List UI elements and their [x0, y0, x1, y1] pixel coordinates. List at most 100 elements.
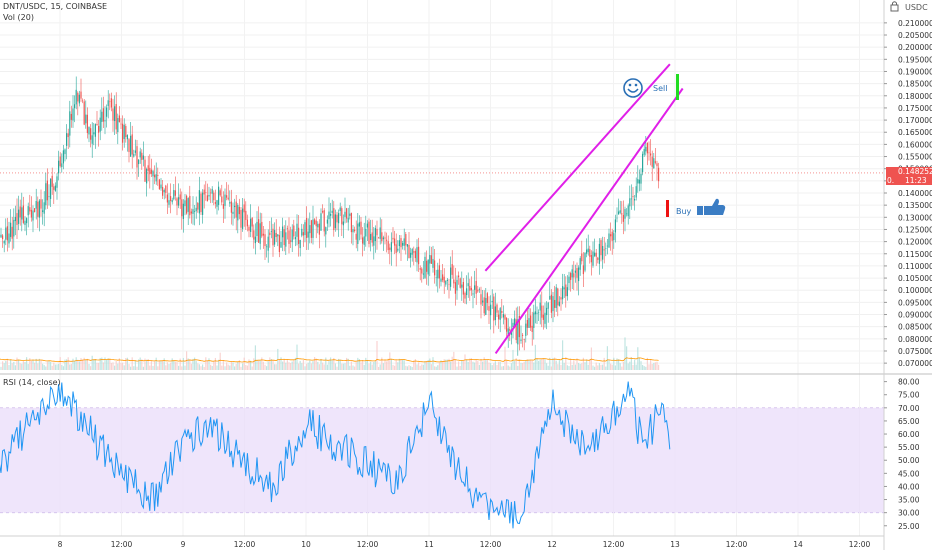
candle-body	[123, 124, 125, 140]
volume-bar	[587, 364, 589, 370]
candle-body	[35, 200, 37, 209]
candle-body	[179, 194, 181, 200]
volume-bar	[573, 360, 575, 370]
candle-body	[654, 161, 656, 163]
volume-bar	[360, 362, 362, 370]
candle-body	[242, 208, 244, 229]
volume-bar	[413, 360, 415, 370]
candle-body	[651, 156, 653, 167]
candle-body	[466, 288, 468, 296]
volume-bar	[13, 361, 15, 370]
candle-body	[219, 190, 221, 196]
candle-body	[70, 113, 72, 120]
candle-body	[120, 123, 122, 125]
volume-bar	[229, 365, 231, 370]
candle-body	[173, 190, 175, 200]
time-tick-label: 10	[301, 540, 311, 549]
volume-bar	[155, 357, 157, 370]
candle-body	[578, 267, 580, 282]
volume-bar	[150, 360, 152, 370]
volume-bar	[226, 362, 228, 370]
candle-body	[298, 227, 300, 244]
candle-body	[405, 234, 407, 246]
candle-body	[48, 196, 50, 198]
volume-bar	[506, 360, 508, 370]
candle-body	[493, 296, 495, 321]
price-tick-label: 0.115000	[898, 250, 932, 259]
candle-body	[165, 185, 167, 193]
volume-bar	[565, 357, 567, 370]
sell-marker	[676, 74, 679, 100]
volume-bar	[578, 362, 580, 370]
candle-body	[131, 134, 133, 155]
candle-body	[314, 219, 316, 225]
candle-body	[91, 135, 93, 144]
candle-body	[413, 251, 415, 253]
price-tick-label: 0.100000	[898, 286, 932, 295]
rsi-tick-label: 65.00	[898, 417, 920, 426]
price-tick-label: 0.135000	[898, 201, 932, 210]
volume-bar	[142, 366, 144, 370]
rsi-legend[interactable]: RSI (14, close)	[3, 378, 61, 387]
candle-body	[408, 244, 410, 259]
volume-bar	[330, 357, 332, 370]
volume-bar	[494, 361, 496, 370]
symbol-title[interactable]: DNT/USDC, 15, COINBASE	[3, 2, 108, 11]
rsi-tick-label: 35.00	[898, 496, 920, 505]
rsi-tick-label: 45.00	[898, 469, 920, 478]
volume-bar	[378, 366, 380, 370]
volume-bar	[338, 358, 340, 370]
candle-body	[168, 200, 170, 205]
price-tick-label: 0.075000	[898, 347, 932, 356]
rsi-line	[0, 381, 671, 529]
candle-body	[43, 202, 45, 214]
volume-bar	[493, 363, 495, 370]
volume-bar	[104, 357, 106, 370]
candle-body	[622, 214, 624, 222]
candle-body	[555, 287, 557, 309]
candle-body	[272, 228, 274, 246]
volume-bar	[187, 358, 189, 370]
volume-bar	[576, 358, 578, 370]
volume-bar	[163, 358, 165, 370]
volume-bar	[93, 359, 95, 370]
volume-bar	[136, 366, 138, 370]
rsi-band	[0, 407, 884, 513]
volume-bar	[171, 358, 173, 370]
candle-body	[80, 91, 82, 99]
volume-bar	[597, 365, 599, 370]
candle-body	[339, 207, 341, 212]
volume-bar	[624, 337, 626, 370]
candle-body	[475, 280, 477, 294]
volume-bar	[51, 365, 53, 370]
volume-bar	[531, 360, 533, 370]
channel-upper-line[interactable]	[484, 63, 671, 272]
volume-bar	[141, 359, 143, 370]
candle-body	[642, 153, 644, 173]
volume-bar	[499, 361, 501, 370]
volume-bar	[270, 359, 272, 370]
channel-lower-line[interactable]	[494, 87, 684, 354]
candle-body	[320, 213, 322, 231]
volume-bar	[200, 366, 202, 370]
volume-bar	[259, 360, 261, 370]
volume-bar	[22, 361, 24, 370]
volume-bar	[424, 361, 426, 370]
volume-bar	[386, 361, 388, 370]
volume-bar	[371, 364, 373, 370]
price-tick-label: 0.070000	[898, 359, 932, 368]
candle-body	[467, 283, 469, 287]
candle-body	[402, 243, 404, 246]
candle-body	[34, 208, 36, 213]
volume-legend[interactable]: Vol (20)	[3, 13, 34, 22]
volume-bar	[227, 364, 229, 370]
volume-bar	[389, 352, 391, 370]
volume-bar	[213, 361, 215, 370]
volume-bar	[448, 358, 450, 370]
volume-bar	[534, 344, 536, 370]
volume-bar	[98, 362, 100, 370]
volume-bar	[88, 364, 90, 370]
volume-bar	[526, 359, 528, 370]
candle-body	[446, 279, 448, 281]
